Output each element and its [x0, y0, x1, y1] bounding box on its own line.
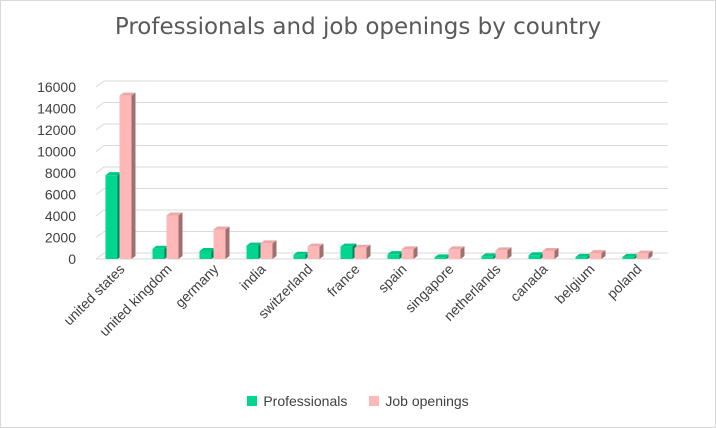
gridline-depth: [95, 102, 105, 109]
bar-side-job-openings: [507, 247, 512, 259]
bar-professionals: [105, 175, 118, 259]
x-tick-label: france: [324, 261, 363, 300]
y-tick-label: 10000: [37, 144, 76, 160]
bar-top-job-openings: [307, 243, 324, 247]
legend-swatch-job-openings: [369, 396, 380, 406]
gridline-depth: [95, 145, 105, 152]
legend: Professionals Job openings: [0, 393, 716, 409]
gridline-depth: [95, 188, 105, 195]
chart-title: Professionals and job openings by countr…: [114, 14, 602, 40]
bar-side-job-openings: [131, 92, 136, 259]
bar-job-openings: [448, 249, 461, 259]
bar-professionals: [622, 256, 635, 259]
x-tick-label: spain: [375, 261, 410, 296]
bar-top-job-openings: [213, 226, 230, 230]
bar-side-job-openings: [648, 250, 653, 259]
bar-job-openings: [119, 95, 132, 259]
bar-top-professionals: [528, 252, 545, 256]
bar-professionals: [199, 250, 212, 259]
bar-side-job-openings: [601, 250, 606, 259]
bar-top-professionals: [387, 251, 404, 255]
y-tick-label: 4000: [45, 208, 76, 224]
bar-top-professionals: [152, 245, 169, 249]
bar-side-job-openings: [460, 246, 465, 259]
bar-top-job-openings: [401, 246, 418, 250]
plot-area: 0200040006000800010000120001400016000uni…: [37, 79, 668, 339]
bar-top-job-openings: [448, 246, 465, 250]
bar-top-professionals: [293, 251, 310, 255]
gridline-depth: [95, 166, 105, 174]
bar-job-openings: [260, 243, 273, 259]
bar-side-job-openings: [178, 212, 183, 259]
x-tick-label: poland: [604, 261, 645, 302]
y-tick-label: 8000: [45, 165, 76, 181]
legend-item-job-openings: Job openings: [369, 393, 469, 409]
legend-swatch-professionals: [247, 396, 258, 406]
gridline-depth: [95, 80, 105, 88]
bar-side-job-openings: [413, 246, 418, 259]
bar-top-professionals: [199, 247, 216, 251]
bar-top-professionals: [481, 253, 498, 257]
bar-top-job-openings: [119, 92, 136, 96]
bar-top-job-openings: [542, 247, 559, 251]
bar-job-openings: [401, 249, 414, 259]
x-tick-label: germany: [172, 261, 222, 311]
bar-top-professionals: [340, 243, 357, 247]
bar-top-professionals: [246, 242, 263, 246]
y-tick-label: 2000: [45, 230, 76, 246]
bar-side-job-openings: [554, 247, 559, 259]
x-tick-label: canada: [507, 261, 551, 305]
y-tick-label: 6000: [45, 187, 76, 203]
bar-job-openings: [307, 246, 320, 259]
legend-item-professionals: Professionals: [247, 393, 347, 409]
bar-top-professionals: [105, 172, 122, 176]
y-tick-label: 16000: [37, 79, 76, 95]
bar-professionals: [387, 254, 400, 259]
y-tick-label: 0: [68, 251, 76, 267]
bar-professionals: [434, 257, 447, 259]
bar-top-job-openings: [589, 250, 606, 254]
bar-professionals: [246, 245, 259, 259]
bar-job-openings: [166, 215, 179, 259]
bar-top-professionals: [622, 253, 639, 257]
bar-job-openings: [354, 247, 367, 259]
bar-professionals: [575, 256, 588, 259]
bar-top-job-openings: [260, 240, 277, 244]
bar-top-job-openings: [354, 244, 371, 248]
bar-professionals: [528, 255, 541, 259]
gridline-depth: [95, 231, 105, 238]
gridline-depth: [95, 252, 105, 260]
y-tick-label: 12000: [37, 122, 76, 138]
bar-job-openings: [542, 250, 555, 259]
bar-professionals: [481, 256, 494, 259]
y-tick-label: 14000: [37, 101, 76, 117]
bar-job-openings: [589, 253, 602, 259]
bar-side-job-openings: [366, 244, 371, 259]
x-tick-label: belgium: [552, 261, 598, 307]
bar-side-job-openings: [319, 243, 324, 259]
legend-label-professionals: Professionals: [263, 393, 348, 409]
bar-side-job-openings: [225, 226, 230, 259]
bar-top-professionals: [434, 254, 451, 258]
bar-job-openings: [213, 229, 226, 259]
legend-label-job-openings: Job openings: [385, 393, 469, 409]
bar-professionals: [152, 248, 165, 259]
bar-top-professionals: [575, 253, 592, 257]
x-tick-label: india: [236, 261, 268, 293]
bar-side-job-openings: [272, 240, 277, 259]
bar-job-openings: [636, 253, 649, 259]
bar-professionals: [293, 254, 306, 259]
gridline-depth: [95, 209, 105, 217]
bar-top-job-openings: [636, 250, 653, 254]
bar-top-job-openings: [495, 247, 512, 251]
bar-top-job-openings: [166, 212, 183, 216]
bar-professionals: [340, 246, 353, 259]
bar-job-openings: [495, 250, 508, 259]
gridline-depth: [95, 123, 105, 131]
